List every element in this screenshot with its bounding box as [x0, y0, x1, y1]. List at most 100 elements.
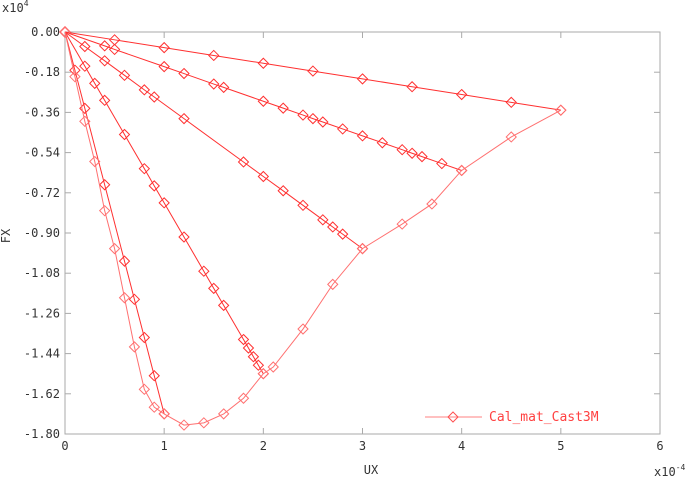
data-point [376, 137, 389, 149]
series-line [64, 31, 363, 250]
y-multiplier-base: x10 [2, 1, 24, 15]
data-point [98, 179, 111, 191]
data-point [198, 265, 210, 277]
data-point [327, 221, 339, 233]
x-tick-label: 3 [359, 439, 366, 453]
plot-area [59, 26, 567, 431]
data-point [98, 204, 111, 217]
data-point [158, 60, 170, 73]
y-tick-label: -1.80 [24, 427, 60, 441]
y-tick-label: -1.62 [24, 387, 60, 401]
data-point [98, 40, 111, 52]
data-point [327, 278, 339, 291]
data-point [69, 70, 81, 83]
data-point [79, 115, 91, 128]
data-point [138, 162, 151, 175]
y-tick-label: -0.90 [24, 226, 60, 240]
data-point [307, 112, 319, 125]
y-tick-label: -1.08 [24, 266, 60, 280]
y-tick-label: -0.54 [24, 146, 60, 160]
legend-label: Cal_mat_Cast3M [489, 410, 599, 425]
data-point [118, 255, 131, 267]
data-point [108, 43, 121, 56]
data-point [108, 242, 121, 255]
data-point [79, 40, 91, 53]
data-point [297, 199, 309, 212]
data-point [317, 214, 329, 226]
data-point [217, 408, 230, 420]
data-point [555, 104, 567, 116]
series-line [64, 31, 561, 111]
data-point [455, 164, 468, 177]
data-point [416, 150, 428, 163]
data-point [178, 67, 190, 80]
data-point [98, 55, 111, 67]
data-point [257, 170, 270, 183]
data-point [247, 351, 260, 363]
y-tick-label: 0.00 [31, 25, 60, 39]
data-point [198, 417, 210, 429]
data-point [356, 242, 369, 255]
data-point [237, 333, 250, 346]
x-tick-label: 6 [656, 439, 663, 453]
x-multiplier-exp: -4 [676, 463, 686, 472]
data-point [307, 65, 319, 77]
data-point [89, 77, 101, 90]
y-tick-label: -0.72 [24, 186, 60, 200]
data-point [158, 197, 170, 209]
data-point [297, 109, 309, 121]
data-point [208, 78, 220, 90]
data-point [257, 57, 270, 69]
data-point [317, 116, 329, 128]
data-point [426, 198, 438, 210]
data-point [79, 60, 91, 72]
x-tick-label: 0 [61, 439, 68, 453]
data-point [277, 185, 289, 197]
legend-marker-diamond-icon [447, 411, 459, 423]
data-point [217, 299, 230, 312]
data-point [217, 81, 230, 94]
data-point [148, 370, 160, 382]
data-point [297, 323, 309, 335]
series-line [64, 31, 264, 374]
data-point [336, 228, 349, 240]
series-line [64, 31, 562, 426]
data-point [178, 231, 190, 243]
legend: Cal_mat_Cast3M [425, 410, 599, 425]
data-point [277, 102, 289, 114]
data-point [406, 81, 418, 93]
data-point [89, 155, 101, 168]
x-tick-label: 4 [458, 439, 465, 453]
data-point [396, 143, 408, 156]
x-axis-label: UX [364, 463, 379, 477]
data-point [178, 112, 190, 125]
data-point [158, 408, 170, 420]
data-point [267, 361, 279, 373]
data-point [128, 293, 141, 306]
data-point [252, 359, 265, 371]
data-point [148, 401, 160, 413]
axes: 0 1 2 3 4 5 6 0.00 -0.18 -0.36 -0.54 -0.72 -0.90 -1.0… [24, 25, 664, 453]
y-tick-label: -1.26 [24, 306, 60, 320]
data-point [356, 130, 369, 142]
data-point [436, 157, 448, 170]
data-point [148, 180, 160, 192]
data-point [59, 26, 71, 38]
data-point [455, 88, 468, 101]
series-line [64, 31, 165, 415]
x-tick-label: 2 [260, 439, 267, 453]
data-point [237, 392, 250, 404]
data-point [128, 341, 141, 353]
data-point [242, 342, 255, 354]
x-tick-label: 5 [557, 439, 564, 453]
data-point [406, 147, 418, 159]
y-axis-label: FX [0, 228, 13, 243]
x-multiplier: x10-4 [654, 463, 686, 478]
data-point [118, 69, 131, 82]
y-multiplier: x104 [2, 0, 29, 15]
data-point [257, 95, 270, 107]
data-point [178, 419, 190, 431]
x-tick-label: 1 [161, 439, 168, 453]
data-point [98, 94, 111, 107]
y-tick-label: -0.18 [24, 65, 60, 79]
